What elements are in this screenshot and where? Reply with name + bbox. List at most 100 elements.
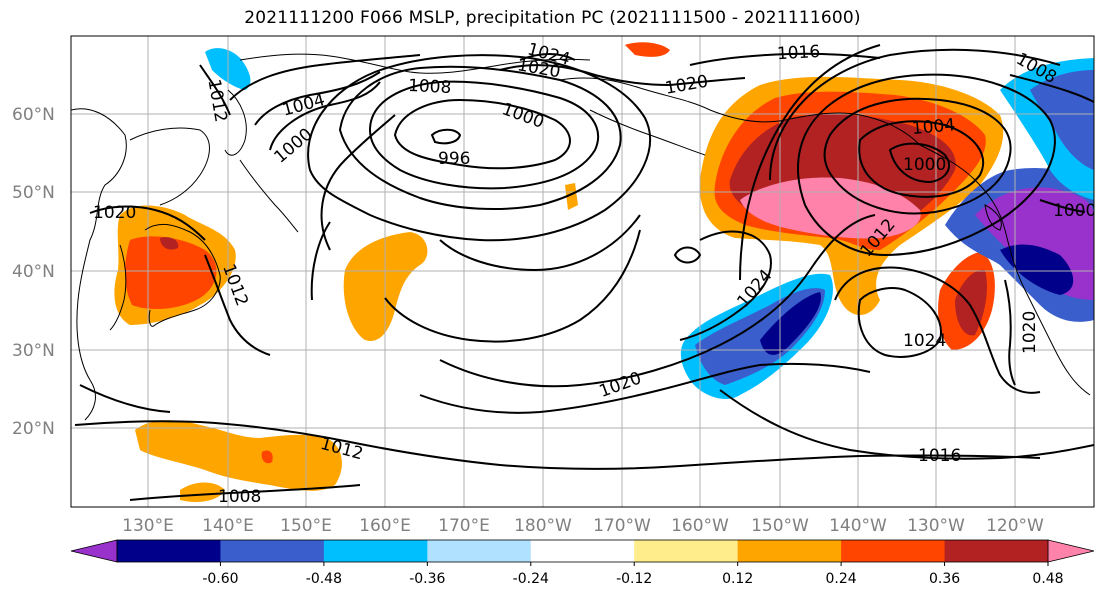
coastline-asia <box>71 108 210 421</box>
isobar-label: 1008 <box>408 76 452 98</box>
precip-area-tropics-3 <box>261 450 273 464</box>
lat-labels: 60°N 50°N 40°N 30°N 20°N <box>12 105 55 439</box>
colorbar-tick-label: 0.36 <box>929 571 960 587</box>
colorbar-extend-high <box>1047 539 1095 563</box>
isobar-1008-goa <box>823 97 1012 215</box>
coastline-alaska <box>559 77 921 146</box>
lon-label: 150°W <box>751 516 809 536</box>
colorbar-tick-label: -0.12 <box>616 571 652 587</box>
colorbar-segment <box>427 540 532 562</box>
isobar-1004-goa <box>858 120 985 198</box>
isobar-1024-center <box>673 246 702 264</box>
colorbar-tick-label: -0.36 <box>409 571 445 587</box>
colorbar-segment <box>944 540 1049 562</box>
isobar-label: 1016 <box>776 42 820 64</box>
colorbar-segment <box>841 540 946 562</box>
isobar-1020-pac <box>310 221 641 343</box>
isobar-1008-trop <box>129 484 361 501</box>
isobar-1016-south <box>719 389 1094 460</box>
isobar-1020-se <box>834 266 1041 394</box>
isobar-996 <box>430 128 462 145</box>
colorbar-extend-low <box>70 539 118 563</box>
map-title: 2021111200 F066 MSLP, precipitation PC (… <box>244 8 861 28</box>
colorbar: -0.60 -0.48 -0.36 -0.24 -0.12 0.12 0.24 0.36 0.4… <box>70 539 1095 587</box>
colorbar-tick-label: -0.60 <box>202 571 238 587</box>
colorbar-tick-label: -0.24 <box>513 571 549 587</box>
isobar-1000-goa <box>888 142 950 184</box>
lon-label: 160°W <box>671 516 729 536</box>
coastline-kamchatka <box>224 89 247 156</box>
isobar-1024-north <box>519 53 576 61</box>
isobar-1016-north <box>689 52 881 66</box>
precip-area-tropics-2 <box>180 482 225 502</box>
isobar-label: 1008 <box>218 487 261 507</box>
lat-label: 30°N <box>12 341 55 361</box>
isobar-1020-goa <box>739 44 881 281</box>
lon-label: 140°W <box>829 516 887 536</box>
isobar-1020-pac-mid <box>439 214 876 388</box>
colorbar-segment <box>323 540 428 562</box>
colorbar-tick-label: 0.48 <box>1032 571 1063 587</box>
lat-label: 20°N <box>12 419 55 439</box>
colorbar-tick-label: -0.48 <box>306 571 342 587</box>
isobar-1004-ne <box>1039 199 1086 213</box>
colorbar-outline <box>116 539 1049 563</box>
isobar-1008-low <box>338 65 622 210</box>
isobar-label: 1024 <box>903 331 946 351</box>
colorbar-tick-label: 0.12 <box>722 571 753 587</box>
lat-label: 40°N <box>12 262 55 282</box>
colorbar-segment <box>117 540 221 562</box>
isobar-1012-asia <box>204 254 271 356</box>
lon-label: 120°W <box>986 516 1044 536</box>
coastline-vancouver <box>984 204 1002 231</box>
precip-area-aleut-pos <box>625 42 670 57</box>
colorbar-segment <box>220 540 325 562</box>
isobar-1012-west <box>199 64 231 116</box>
lon-labels: 130°E 140°E 150°E 160°E 170°E 180°W 170°… <box>122 516 1044 536</box>
isobar-1024-se <box>857 287 942 358</box>
colorbar-segment <box>530 540 635 562</box>
precip-area-neg-nw-dark <box>1000 244 1074 295</box>
isobar-1012-goa <box>796 73 1056 257</box>
lon-label: 170°E <box>438 516 490 536</box>
isobar-label: 996 <box>438 149 470 169</box>
isobar-1004-west <box>254 71 381 126</box>
precip-area-pos-se-core <box>955 269 987 336</box>
isobar-1000-west <box>269 81 381 151</box>
coastline-na-west <box>919 144 1091 396</box>
isobar-1016-pac <box>79 362 871 414</box>
lon-label: 170°W <box>593 516 651 536</box>
isobar-1000-low <box>393 98 571 170</box>
coastline-japan <box>144 223 221 327</box>
isobar-1008-west <box>229 54 421 101</box>
isobar-label: 1000 <box>1053 201 1096 221</box>
isobar-label: 1004 <box>911 115 956 139</box>
coastline-korea <box>109 244 127 331</box>
map-frame <box>70 35 1095 508</box>
isobar-label: 1016 <box>918 446 961 466</box>
isobar-1020-coast <box>1004 279 1016 386</box>
lon-label: 160°E <box>359 516 411 536</box>
isobar-1012-low <box>307 54 651 242</box>
precip-area-neg-sw-3 <box>760 292 821 355</box>
colorbar-segment <box>737 540 842 562</box>
lon-label: 130°E <box>122 516 174 536</box>
isobar-1024-pac <box>679 230 772 341</box>
isobar-1008-ne <box>1009 74 1094 103</box>
precip-area-central-1 <box>343 232 428 341</box>
isobar-label: 1020 <box>1020 311 1040 354</box>
coastline-siberia <box>239 53 591 74</box>
isobar-1012-trop <box>74 420 1041 470</box>
colorbar-segment <box>634 540 739 562</box>
precip-area-goa-pink <box>740 177 921 239</box>
lon-label: 150°E <box>280 516 332 536</box>
isobar-1020-asia <box>89 205 206 241</box>
isobar-1004-low <box>368 80 600 190</box>
isobar-label: 1020 <box>93 203 136 223</box>
isobar-1020-north <box>499 64 746 87</box>
precip-area-japan-peak <box>160 237 179 250</box>
lon-label: 180°W <box>514 516 572 536</box>
colorbar-tick-label: 0.24 <box>826 571 857 587</box>
lon-label: 140°E <box>202 516 254 536</box>
